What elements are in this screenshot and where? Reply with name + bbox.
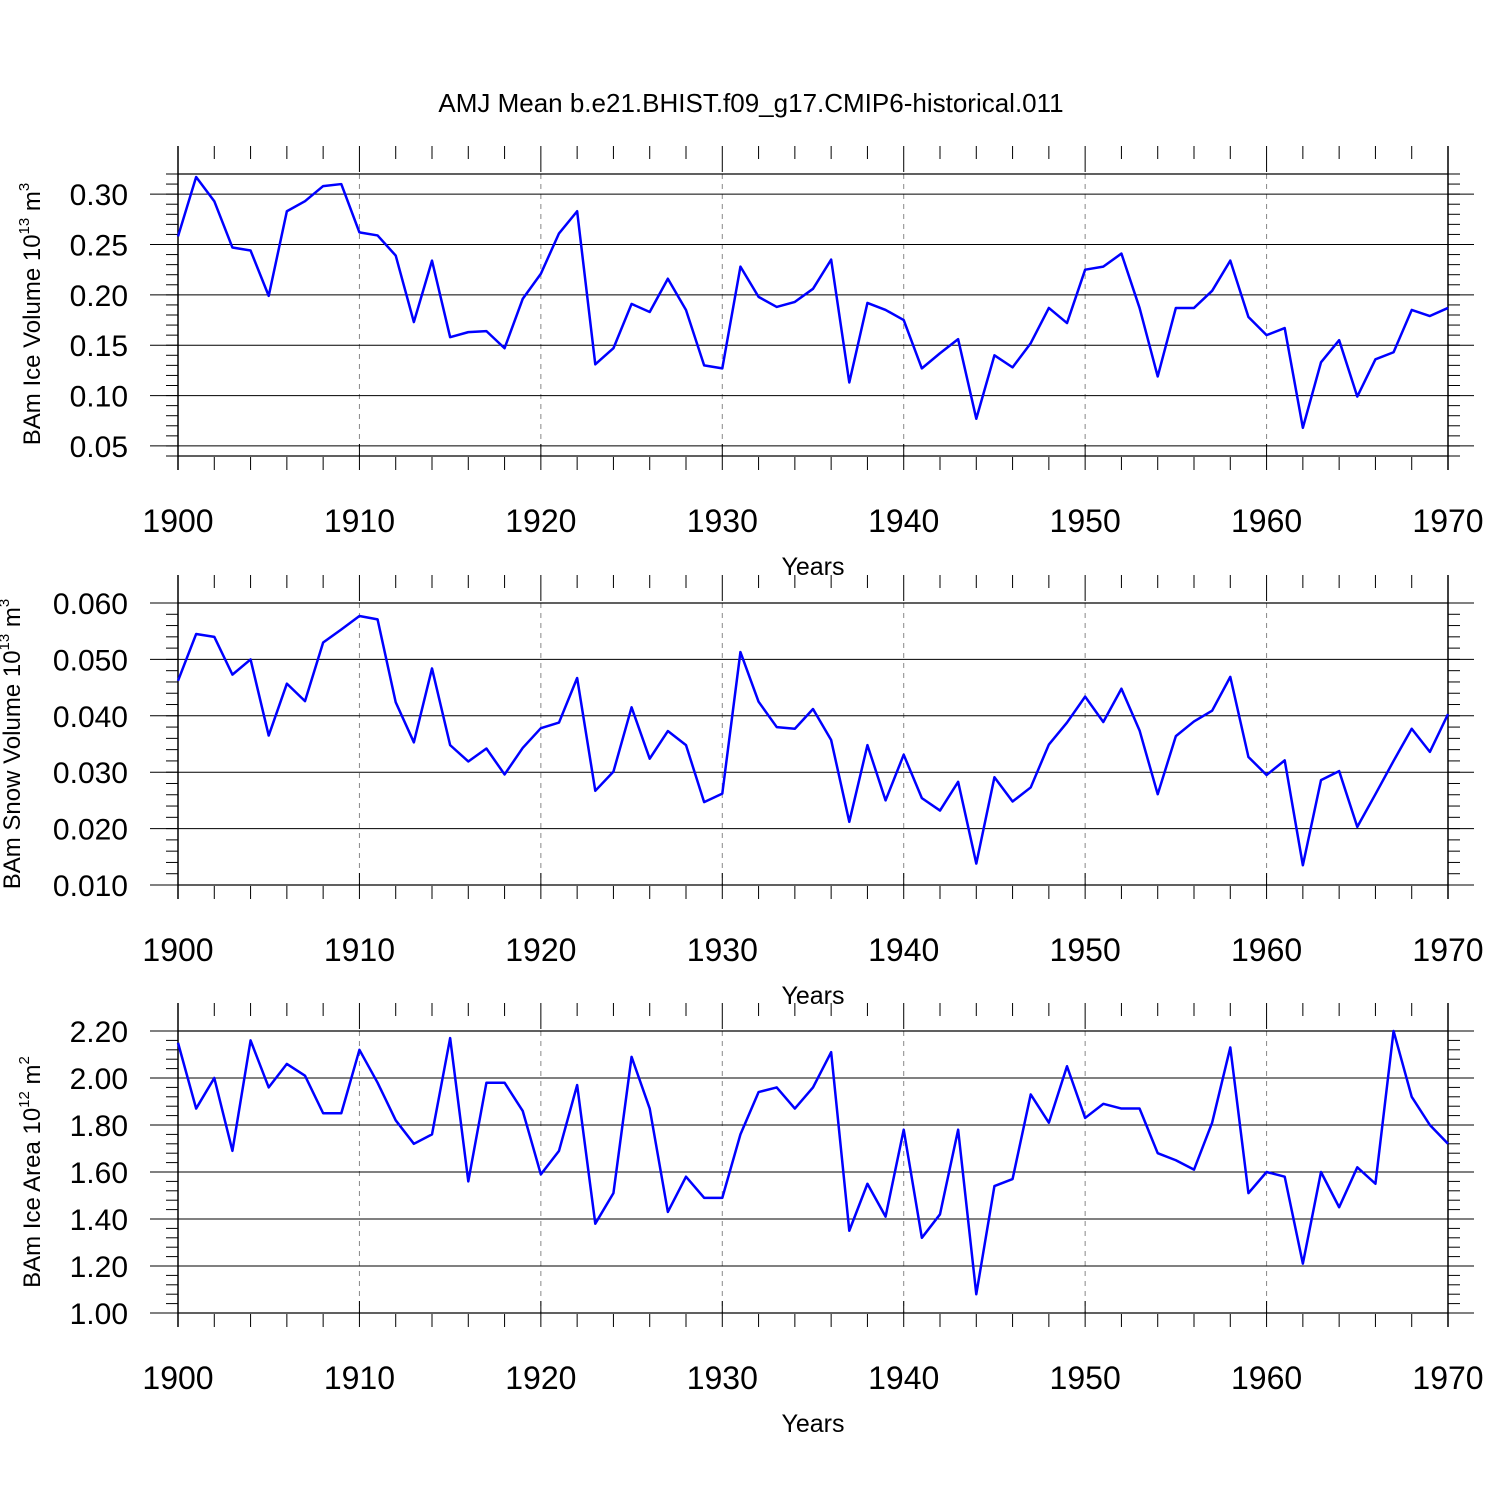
- y-tick-label: 1.00: [70, 1298, 128, 1331]
- series-line: [176, 614, 1450, 867]
- panel-ice-volume: 1900 1910 1920 1930 1940 1950 1960 1970 0.05 0.10…: [16, 146, 1484, 581]
- y-axis-label-unit: m: [0, 607, 26, 634]
- y-tick-label: 0.040: [53, 701, 128, 734]
- y-axis-label-exp: 13: [0, 634, 13, 651]
- x-tick-label: 1920: [505, 503, 576, 539]
- x-tick-label: 1940: [868, 932, 939, 968]
- x-tick-label: 1930: [687, 1360, 758, 1396]
- figure-title: AMJ Mean b.e21.BHIST.f09_g17.CMIP6-histo…: [438, 88, 1063, 118]
- y-tick-label: 1.60: [70, 1157, 128, 1190]
- x-tick-label: 1930: [687, 932, 758, 968]
- y-axis-label-unit-exp: 2: [16, 1056, 33, 1064]
- x-axis-label: Years: [781, 1410, 844, 1438]
- series-line: [176, 1029, 1449, 1296]
- y-axis-label-unit-exp: 3: [0, 599, 13, 607]
- series-line: [176, 175, 1449, 430]
- y-tick-label: 0.05: [70, 431, 128, 464]
- y-tick-label: 0.020: [53, 814, 128, 847]
- y-axis-label-main: BAm Ice Volume 10: [19, 234, 46, 445]
- x-tick-label: 1910: [324, 503, 395, 539]
- y-tick-label: 1.40: [70, 1204, 128, 1237]
- y-axis-label-exp: 13: [16, 218, 33, 235]
- y-axis-label-unit: m: [19, 1064, 46, 1091]
- x-tick-label: 1960: [1231, 1360, 1302, 1396]
- x-tick-label: 1910: [324, 1360, 395, 1396]
- x-tick-label: 1920: [505, 1360, 576, 1396]
- y-tick-label: 0.30: [70, 179, 128, 212]
- y-axis-label-main: BAm Ice Area 10: [19, 1108, 46, 1288]
- x-tick-label: 1900: [142, 932, 213, 968]
- y-tick-label: 1.20: [70, 1251, 128, 1284]
- x-tick-label: 1900: [142, 503, 213, 539]
- y-tick-label: 1.80: [70, 1110, 128, 1143]
- x-tick-label: 1950: [1050, 1360, 1121, 1396]
- y-tick-label: 0.030: [53, 757, 128, 790]
- y-axis-label: BAm Ice Area 1012 m2: [16, 1056, 46, 1288]
- y-axis-label-unit-exp: 3: [16, 183, 33, 191]
- y-tick-label: 0.25: [70, 230, 128, 263]
- x-axis-label: Years: [781, 553, 844, 581]
- y-tick-label: 2.00: [70, 1063, 128, 1096]
- y-axis-label: BAm Snow Volume 1013 m3: [0, 599, 26, 890]
- y-tick-label: 2.20: [70, 1016, 128, 1049]
- x-axis-label: Years: [781, 982, 844, 1010]
- y-tick-label: 0.010: [53, 870, 128, 903]
- x-tick-label: 1960: [1231, 932, 1302, 968]
- plot-area: 1900 1910 1920 1930 1940 1950 1960 1970 1.00 1.20…: [70, 1003, 1484, 1396]
- x-tick-label: 1970: [1412, 932, 1483, 968]
- plot-area: 1900 1910 1920 1930 1940 1950 1960 1970 0.010 0.0…: [53, 575, 1484, 968]
- x-tick-label: 1900: [142, 1360, 213, 1396]
- panel-ice-area: 1900 1910 1920 1930 1940 1950 1960 1970 1.00 1.20…: [16, 1003, 1484, 1438]
- x-tick-label: 1970: [1412, 503, 1483, 539]
- y-tick-label: 0.10: [70, 381, 128, 414]
- y-tick-label: 0.20: [70, 280, 128, 313]
- y-axis-label-exp: 12: [16, 1091, 33, 1108]
- x-tick-label: 1930: [687, 503, 758, 539]
- y-axis-label: BAm Ice Volume 1013 m3: [16, 183, 46, 445]
- y-tick-label: 0.15: [70, 330, 128, 363]
- x-tick-label: 1940: [868, 1360, 939, 1396]
- y-axis-label-main: BAm Snow Volume 10: [0, 650, 26, 889]
- x-tick-label: 1950: [1050, 932, 1121, 968]
- panel-snow-volume: 1900 1910 1920 1930 1940 1950 1960 1970 0.010 0.0…: [0, 575, 1484, 1010]
- y-tick-label: 0.060: [53, 588, 128, 621]
- x-tick-label: 1950: [1050, 503, 1121, 539]
- x-tick-label: 1910: [324, 932, 395, 968]
- x-tick-label: 1960: [1231, 503, 1302, 539]
- x-tick-label: 1920: [505, 932, 576, 968]
- plot-area: 1900 1910 1920 1930 1940 1950 1960 1970 0.05 0.10…: [70, 146, 1484, 539]
- y-axis-label-unit: m: [19, 191, 46, 218]
- x-tick-label: 1940: [868, 503, 939, 539]
- y-tick-label: 0.050: [53, 644, 128, 677]
- x-tick-label: 1970: [1412, 1360, 1483, 1396]
